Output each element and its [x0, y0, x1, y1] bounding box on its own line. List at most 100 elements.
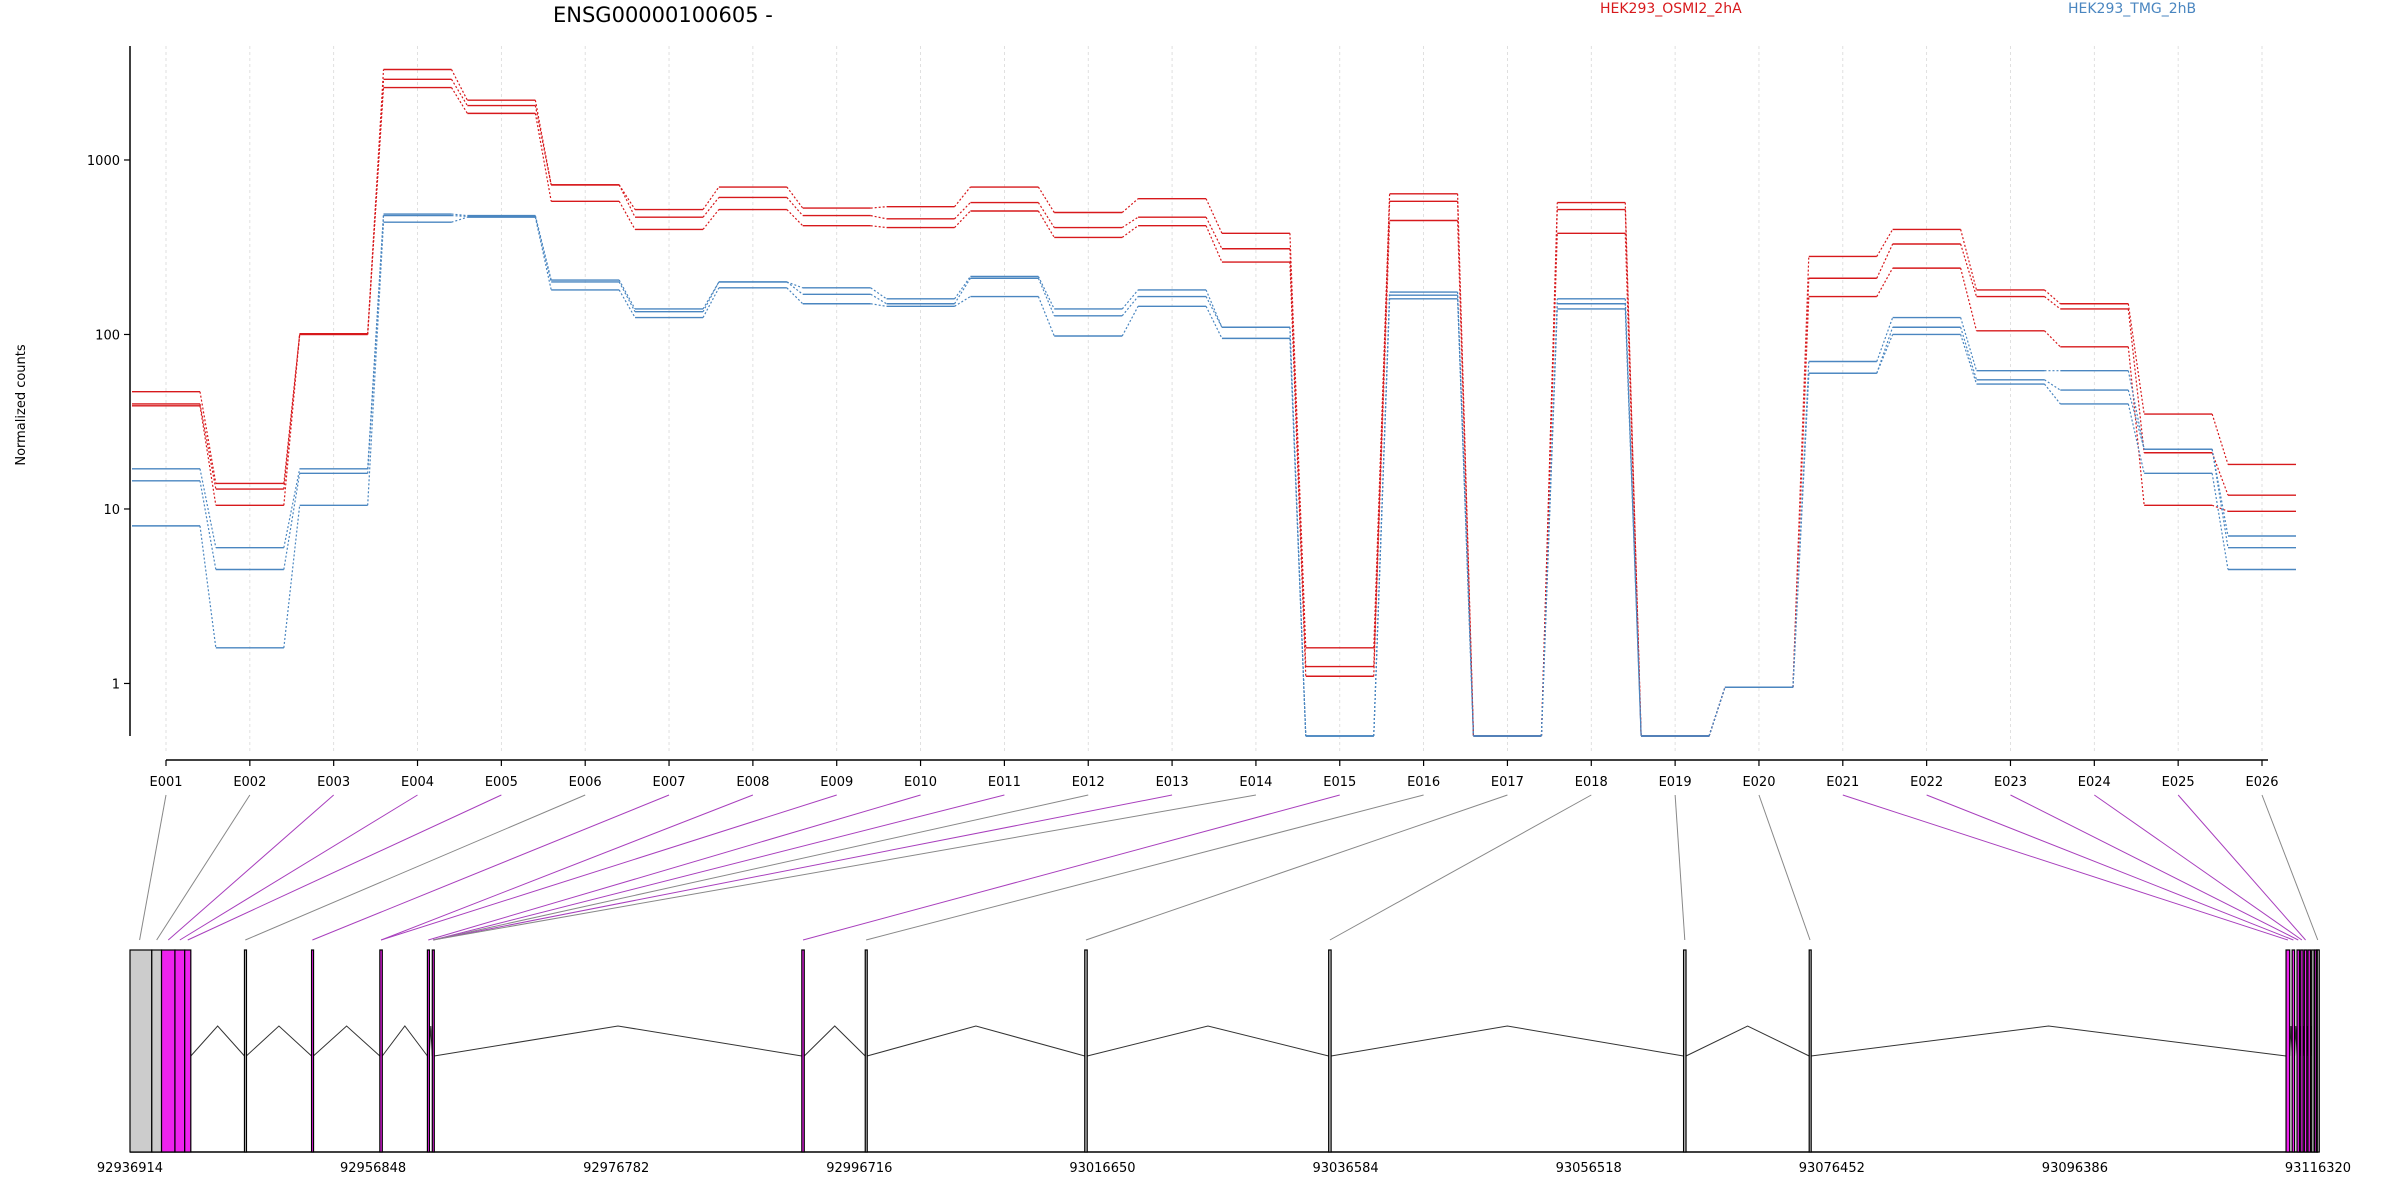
series-1-step-E010: [954, 186, 971, 208]
exon-E002: [151, 949, 163, 1153]
connector-E002: [156, 794, 251, 941]
series-3-step-E009: [870, 225, 887, 229]
x-tick-label-E016: E016: [1407, 775, 1440, 790]
series-3-step-E021: [1876, 267, 1894, 297]
exon-E020: [2300, 949, 2304, 1153]
x-tick-label-E026: E026: [2245, 775, 2278, 790]
exon-E016: [1808, 949, 1812, 1153]
connector-E009: [380, 794, 837, 941]
connector-E024: [2094, 794, 2303, 941]
exon-E001: [129, 949, 153, 1153]
series-3-step-E006: [618, 200, 636, 230]
x-tick-label-E014: E014: [1239, 775, 1272, 790]
intron-E006-E007: [245, 1025, 312, 1057]
x-tick-label-E009: E009: [820, 775, 853, 790]
connector-E011: [433, 794, 1005, 941]
series-6-step-E008: [786, 287, 804, 305]
series-6-step-E015: [1373, 298, 1391, 737]
x-tick-label-E010: E010: [904, 775, 937, 790]
series-3-step-E003: [367, 87, 385, 334]
series-1-step-E025: [2211, 413, 2229, 465]
coord-label-4: 93016650: [1069, 1161, 1135, 1176]
series-6-step-E004: [451, 216, 468, 223]
exon-E010: [431, 949, 435, 1153]
exon-E018: [2291, 949, 2296, 1153]
series-4-step-E025: [2211, 449, 2229, 537]
series-3-step-E011: [1037, 210, 1055, 238]
series-3-step-E023: [2044, 330, 2061, 348]
exon-E017: [2285, 949, 2291, 1153]
series-6-step-E005: [534, 217, 552, 291]
gene-model: [129, 949, 2320, 1153]
series-1-step-E009: [870, 206, 887, 209]
series-6-step-E016: [1457, 298, 1475, 737]
series-1: [132, 68, 2296, 737]
coord-label-8: 93096386: [2042, 1161, 2108, 1176]
series-2-step-E017: [1540, 209, 1558, 737]
series-3-step-E016: [1457, 220, 1475, 737]
series-1-step-E022: [1960, 229, 1978, 291]
connector-E013: [433, 794, 1173, 941]
series-5-step-E013: [1205, 296, 1223, 328]
series-3-step-E008: [786, 209, 804, 227]
series-5-step-E003: [367, 215, 385, 474]
intron-E011-E012: [803, 1025, 866, 1057]
series-6-step-E023: [2044, 383, 2061, 405]
exon-E013: [1084, 949, 1088, 1153]
connector-E017: [1085, 794, 1508, 941]
exon-E006: [243, 949, 248, 1153]
series-3-step-E005: [534, 113, 552, 202]
series-2-step-E011: [1037, 202, 1055, 228]
series-5-step-E010: [954, 277, 971, 305]
series-6-step-E003: [367, 222, 385, 506]
series-4-step-E008: [786, 281, 803, 289]
series-1-step-E007: [702, 186, 720, 210]
series-5-step-E004: [451, 215, 468, 217]
connector-E006: [245, 794, 586, 941]
series-4-step-E002: [283, 468, 301, 548]
x-tick-label-E012: E012: [1072, 775, 1105, 790]
series-2-step-E007: [702, 197, 720, 218]
intron-E015-E016: [1685, 1025, 1810, 1057]
y-ticks: 1 10 100 1000: [87, 154, 130, 692]
series-3-step-E012: [1121, 225, 1139, 238]
exon-E007: [310, 949, 315, 1153]
series-2-step-E001: [199, 403, 217, 490]
connector-E014: [433, 794, 1257, 941]
connector-E008: [380, 794, 754, 941]
connector-E023: [2010, 794, 2299, 941]
x-tick-label-E002: E002: [233, 775, 266, 790]
series-5-step-E005: [534, 216, 552, 283]
connector-E003: [167, 794, 335, 941]
coord-label-2: 92976782: [583, 1161, 649, 1176]
exon-E003: [160, 949, 176, 1153]
x-tick-label-E008: E008: [736, 775, 769, 790]
series-1-step-E008: [786, 186, 804, 209]
series-6-step-E018: [1624, 308, 1642, 737]
series-3-step-E004: [451, 87, 468, 114]
series-5-step-E001: [199, 480, 217, 570]
series-3-step-E025: [2211, 504, 2229, 512]
exon-E004: [174, 949, 186, 1153]
series-5-step-E023: [2044, 379, 2061, 391]
series-1-step-E012: [1121, 198, 1139, 213]
series-lines: [132, 68, 2296, 737]
exon-E022: [2307, 949, 2312, 1153]
series-3-step-E017: [1540, 233, 1558, 737]
series-4-step-E024: [2127, 370, 2145, 450]
series-5-step-E018: [1624, 303, 1642, 737]
exon-connectors: [139, 794, 2319, 941]
series-4-step-E012: [1121, 289, 1139, 310]
coord-label-1: 92956848: [340, 1161, 406, 1176]
series-6-step-E012: [1121, 306, 1139, 337]
series-2: [132, 78, 2296, 737]
series-6-step-E010: [954, 296, 971, 307]
series-6-step-E002: [283, 505, 301, 648]
series-6-step-E017: [1540, 308, 1558, 737]
series-6-step-E001: [199, 525, 217, 648]
series-4-step-E013: [1205, 289, 1223, 328]
y-tick-label-10: 10: [103, 503, 120, 518]
coord-label-0: 92936914: [97, 1161, 163, 1176]
series-2-step-E008: [786, 197, 804, 216]
